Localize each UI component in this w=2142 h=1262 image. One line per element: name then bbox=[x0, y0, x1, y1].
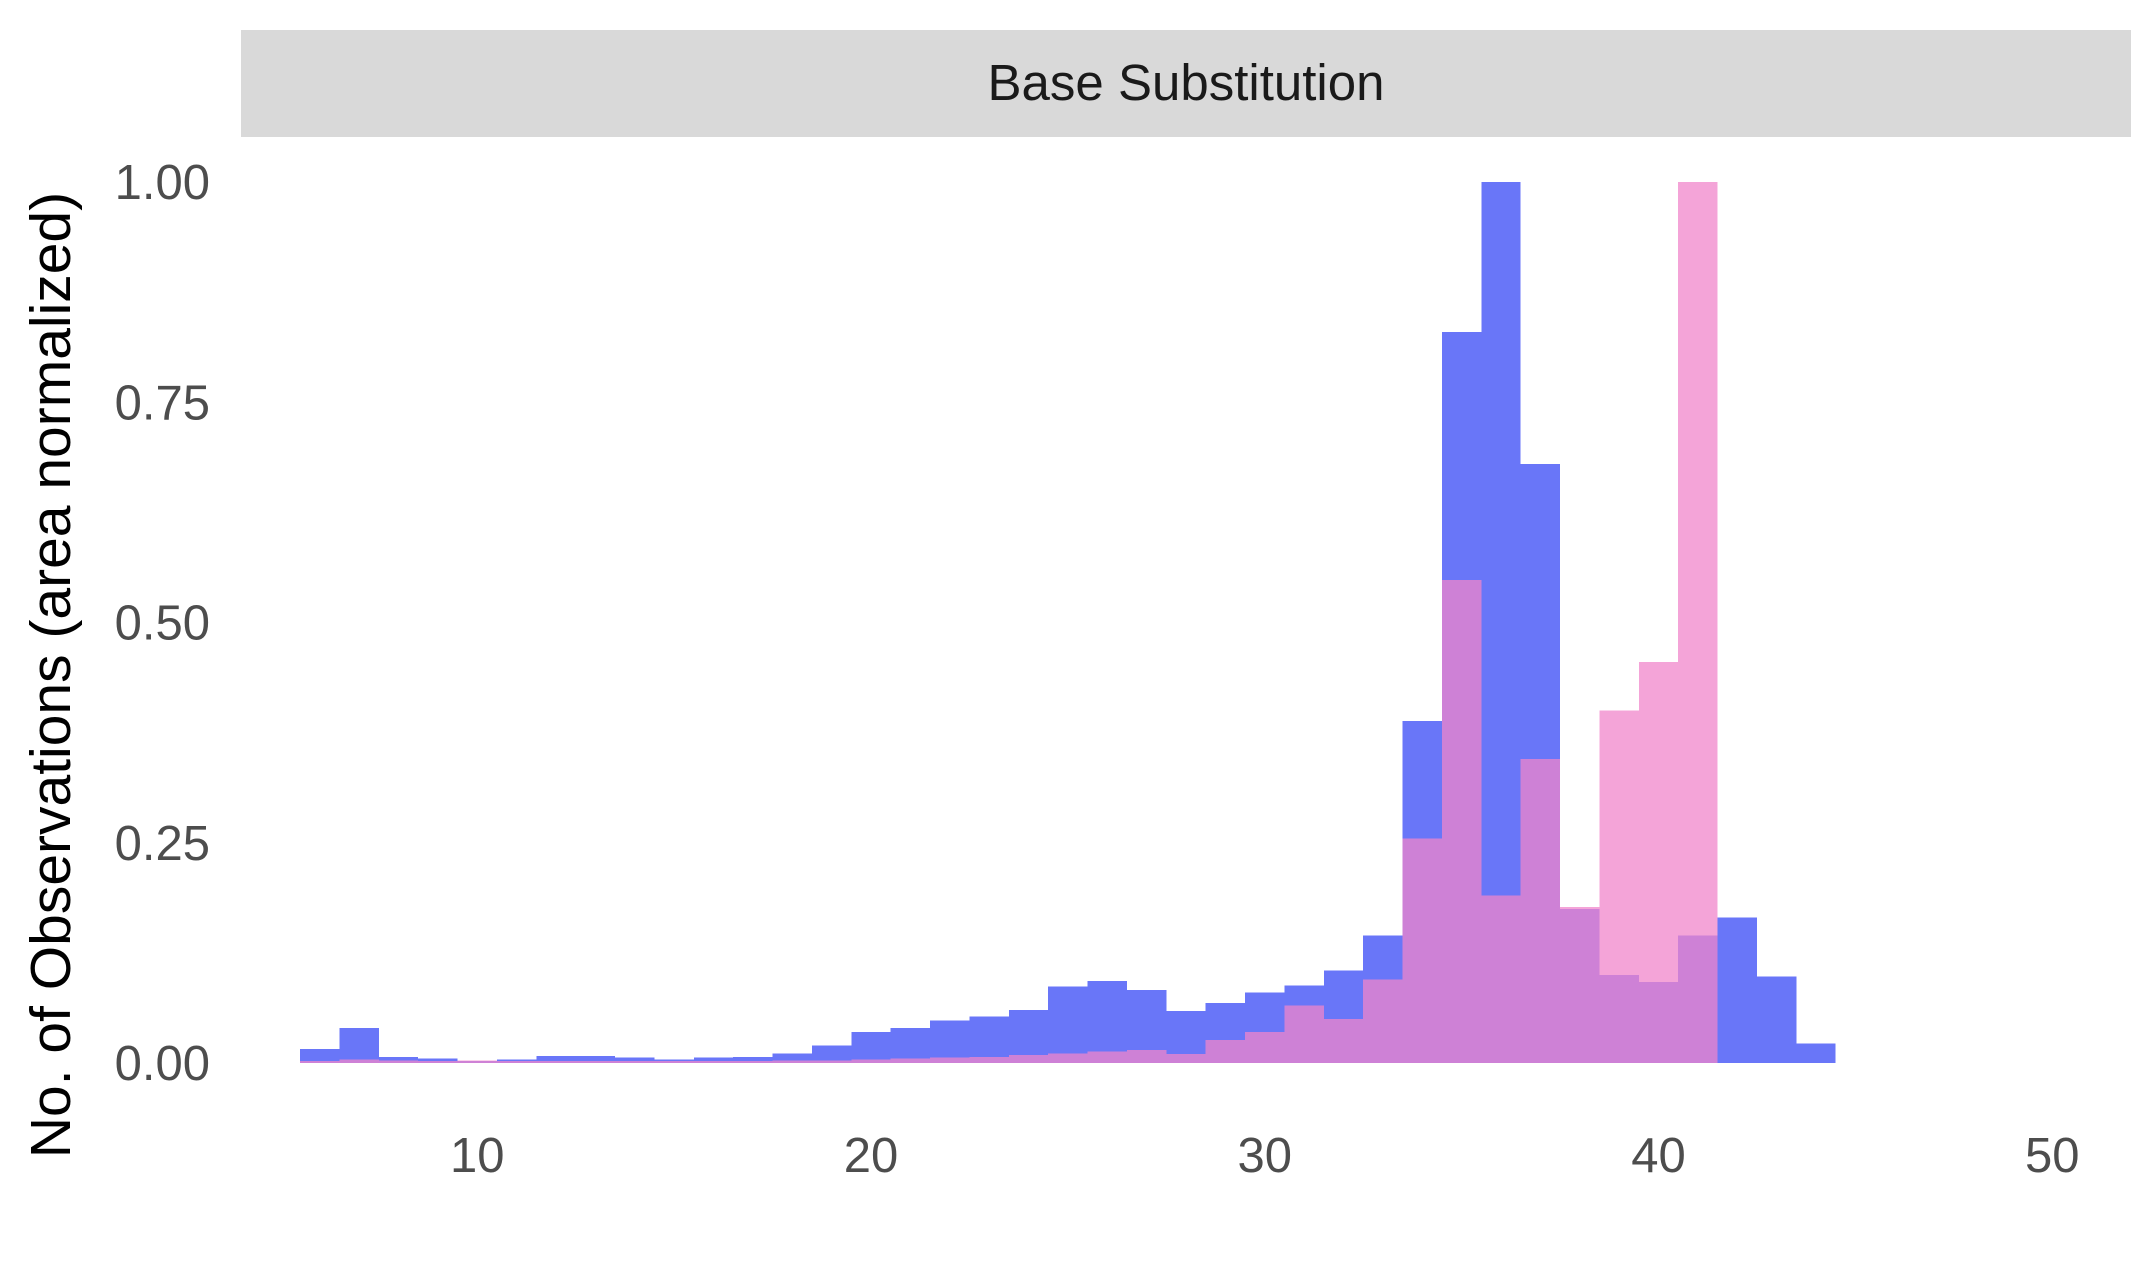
x-tick-label: 40 bbox=[1631, 1129, 1686, 1183]
y-tick-label: 0.75 bbox=[115, 376, 210, 430]
bar bbox=[536, 1055, 576, 1063]
y-tick-label: 0.25 bbox=[115, 817, 210, 871]
bar bbox=[693, 1057, 734, 1063]
bar bbox=[1048, 1053, 1088, 1063]
bar bbox=[418, 1061, 458, 1063]
bar bbox=[378, 1056, 419, 1063]
bar bbox=[339, 1027, 379, 1063]
facet-strip bbox=[241, 30, 2131, 137]
bar bbox=[1087, 981, 1127, 1063]
series-2-bars bbox=[300, 182, 1718, 1063]
bar bbox=[890, 1058, 931, 1063]
x-tick-label: 10 bbox=[450, 1129, 505, 1183]
bar bbox=[1087, 1051, 1127, 1063]
bar bbox=[457, 1060, 497, 1063]
bar bbox=[300, 1061, 340, 1063]
bar bbox=[1520, 759, 1561, 1063]
bar bbox=[1599, 710, 1639, 1063]
bar bbox=[654, 1061, 694, 1063]
bar bbox=[1205, 1040, 1246, 1063]
bar bbox=[772, 1053, 812, 1063]
y-tick-label: 0.50 bbox=[115, 597, 210, 651]
bar bbox=[300, 1048, 340, 1063]
bar bbox=[575, 1055, 616, 1063]
y-axis-title: No. of Observations (area normalized) bbox=[19, 192, 83, 1158]
bar bbox=[969, 1016, 1009, 1063]
bar bbox=[930, 1020, 970, 1063]
y-tick-labels: 0.00 0.25 0.50 0.75 1.00 bbox=[115, 156, 210, 1091]
facet-label: Base Substitution bbox=[988, 54, 1385, 111]
bar bbox=[851, 1032, 891, 1063]
bar bbox=[575, 1061, 616, 1063]
bar bbox=[496, 1061, 537, 1063]
bar bbox=[1323, 1018, 1364, 1063]
bar bbox=[1678, 182, 1718, 1063]
x-tick-label: 50 bbox=[2025, 1129, 2080, 1183]
bar bbox=[1363, 979, 1403, 1063]
bar bbox=[733, 1056, 773, 1063]
bar bbox=[811, 1060, 852, 1063]
bar bbox=[1402, 838, 1442, 1063]
bar bbox=[339, 1059, 379, 1063]
x-tick-label: 30 bbox=[1237, 1129, 1292, 1183]
bar bbox=[1441, 580, 1482, 1063]
x-tick-label: 20 bbox=[844, 1129, 899, 1183]
bar bbox=[772, 1060, 812, 1063]
bar bbox=[811, 1045, 852, 1063]
bar bbox=[615, 1057, 655, 1063]
bar bbox=[1796, 1043, 1836, 1063]
y-tick-label: 1.00 bbox=[115, 156, 210, 210]
bars-layer bbox=[300, 182, 1836, 1063]
bar bbox=[1756, 976, 1797, 1063]
bar bbox=[930, 1057, 970, 1063]
bar bbox=[1638, 662, 1679, 1063]
bar bbox=[890, 1027, 931, 1063]
bar bbox=[1245, 1032, 1285, 1063]
bar bbox=[615, 1061, 655, 1063]
bar bbox=[418, 1058, 458, 1063]
bar bbox=[536, 1061, 576, 1063]
bar bbox=[1717, 917, 1757, 1063]
bar bbox=[1008, 1010, 1049, 1063]
x-tick-labels: 10 20 30 40 50 bbox=[450, 1129, 2080, 1183]
bar bbox=[1008, 1055, 1049, 1063]
y-tick-label: 0.00 bbox=[115, 1037, 210, 1091]
bar bbox=[1166, 1054, 1206, 1063]
bar bbox=[1126, 1049, 1167, 1063]
bar bbox=[1284, 1005, 1324, 1063]
bar bbox=[1048, 986, 1088, 1063]
bar bbox=[378, 1060, 419, 1063]
bar bbox=[969, 1056, 1009, 1063]
bar bbox=[1560, 907, 1600, 1063]
bar bbox=[733, 1061, 773, 1063]
bar bbox=[1481, 895, 1521, 1063]
bar bbox=[693, 1061, 734, 1063]
bar bbox=[851, 1059, 891, 1063]
